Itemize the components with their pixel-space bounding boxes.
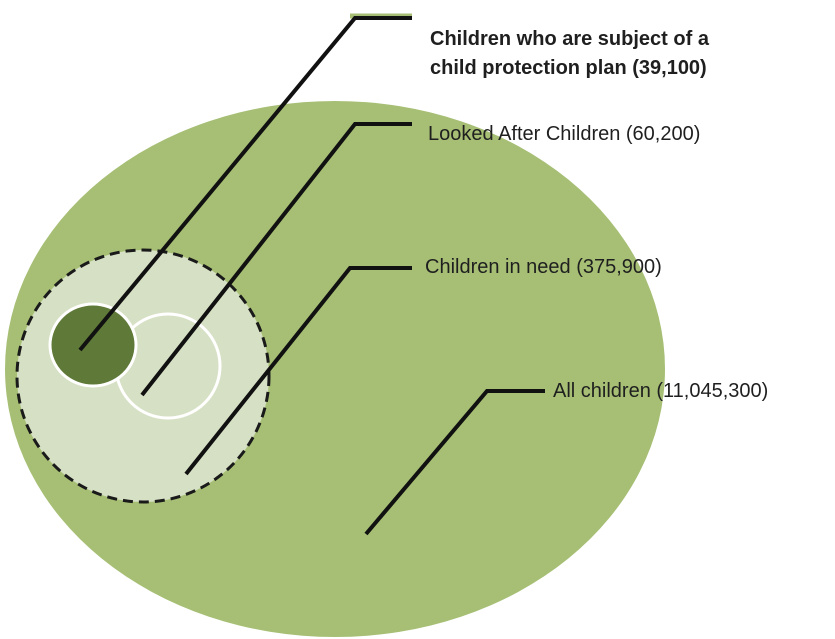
callout-line-all-children: [364, 389, 545, 536]
label-looked-after-children: Looked After Children (60,200): [428, 123, 700, 145]
callout-line-children-in-need: [184, 266, 412, 476]
callout-line-child-protection-plan: [78, 16, 412, 352]
label-child-protection-plan-line2: child protection plan (39,100): [430, 57, 707, 79]
label-all-children: All children (11,045,300): [553, 380, 768, 402]
label-children-in-need: Children in need (375,900): [425, 256, 662, 278]
child-protection-plan-ellipse: [48, 302, 138, 388]
all-children-ellipse: [5, 101, 665, 637]
label-child-protection-plan-line1: Children who are subject of a: [430, 28, 710, 50]
callout-line-looked-after-children: [140, 122, 412, 397]
